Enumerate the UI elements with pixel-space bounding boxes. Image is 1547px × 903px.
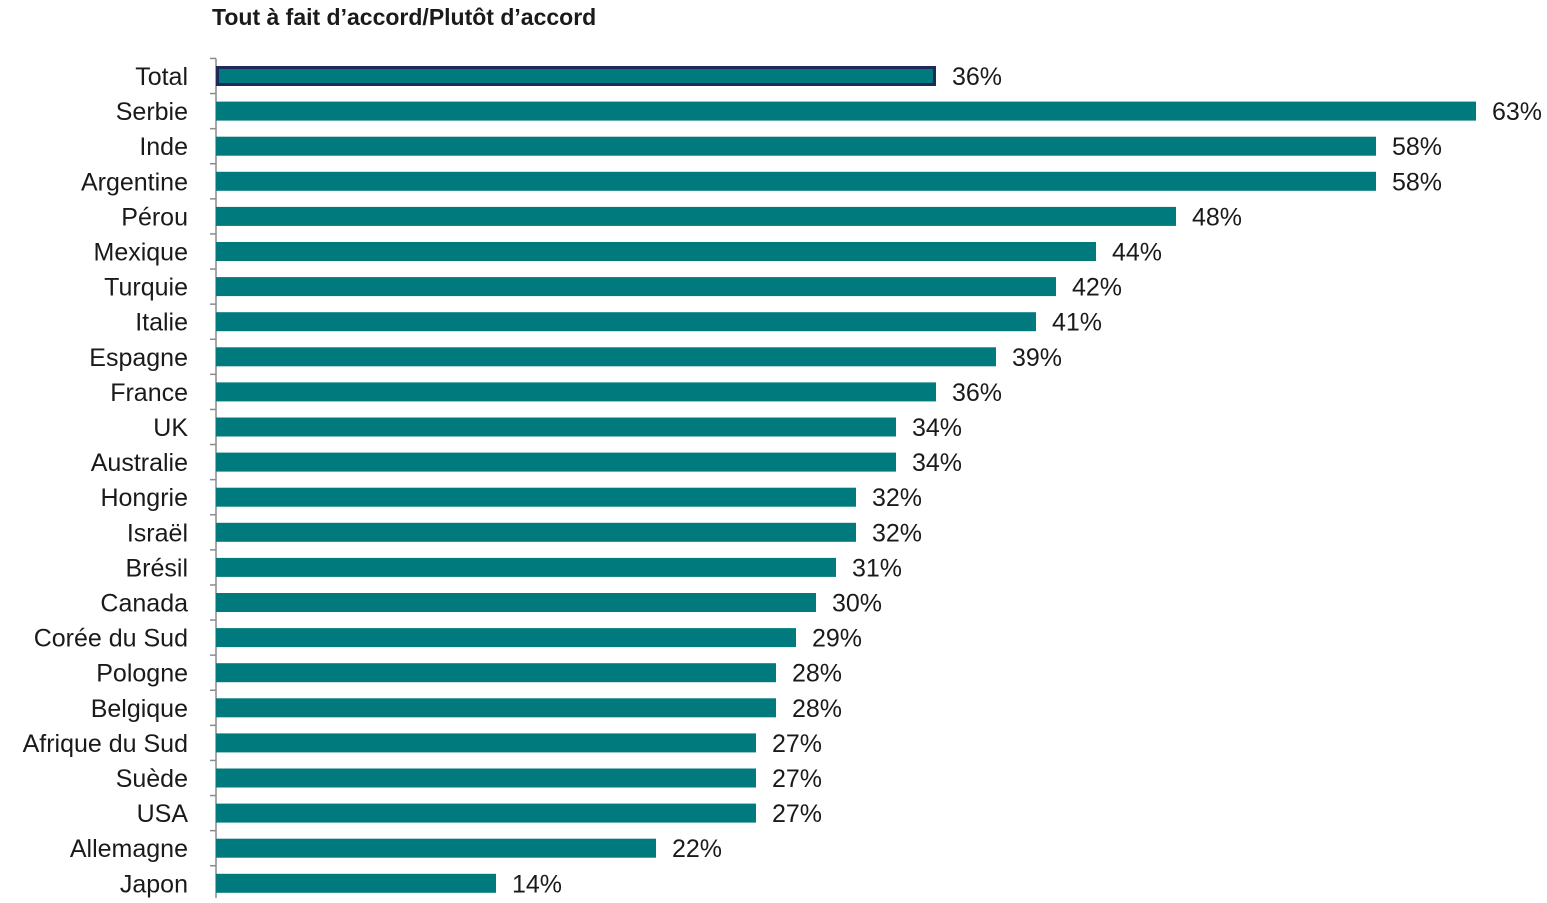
data-label: 27%	[772, 730, 822, 758]
category-label: Argentine	[81, 168, 188, 196]
category-label: Espagne	[89, 344, 188, 372]
category-label: Allemagne	[70, 835, 188, 863]
data-label: 48%	[1192, 203, 1242, 231]
bar-5	[216, 206, 1176, 226]
data-label: 36%	[952, 379, 1002, 407]
bar-6	[216, 242, 1096, 261]
data-label: 28%	[792, 660, 842, 688]
data-label: 58%	[1392, 133, 1442, 161]
data-label: 39%	[1012, 344, 1062, 372]
category-label: Japon	[120, 870, 188, 898]
data-label: 30%	[832, 590, 882, 618]
bar-19	[216, 698, 776, 718]
category-label: Australie	[91, 449, 188, 477]
bar-4	[216, 171, 1376, 191]
category-label: Italie	[135, 309, 188, 337]
category-label: Suède	[116, 765, 188, 793]
data-label: 27%	[772, 800, 822, 828]
data-label: 34%	[912, 449, 962, 477]
category-label: Turquie	[104, 274, 188, 302]
bar-3	[216, 136, 1376, 156]
data-label: 32%	[872, 519, 922, 547]
chart-title: Tout à fait d’accord/Plutôt d’accord	[212, 4, 597, 30]
bar-13	[216, 487, 856, 507]
data-label: 32%	[872, 484, 922, 512]
category-label: Corée du Sud	[34, 625, 188, 653]
category-label: Inde	[139, 133, 188, 161]
category-label: Total	[135, 63, 188, 91]
bar-10	[216, 382, 936, 402]
data-label: 58%	[1392, 168, 1442, 196]
data-label: 28%	[792, 695, 842, 723]
data-label: 44%	[1112, 239, 1162, 267]
data-label: 31%	[852, 554, 902, 582]
bar-7	[216, 277, 1056, 297]
data-label: 42%	[1072, 274, 1122, 302]
category-label: Hongrie	[100, 484, 188, 512]
category-label: Mexique	[94, 239, 189, 267]
bar-21	[216, 768, 756, 788]
bar-9	[216, 347, 996, 367]
bar-8	[216, 312, 1036, 332]
category-label: Pologne	[96, 660, 188, 688]
axis-layer	[210, 57, 217, 902]
bar-24	[216, 873, 496, 893]
category-label: UK	[153, 414, 188, 442]
category-label: Belgique	[91, 695, 188, 723]
data-label: 34%	[912, 414, 962, 442]
data-label: 29%	[812, 625, 862, 653]
bar-23	[216, 838, 656, 858]
category-label: Pérou	[121, 203, 188, 231]
bar-1	[216, 66, 936, 86]
bar-15	[216, 557, 836, 577]
category-labels-layer: Total Serbie Inde Argentine Pérou Mexique Turq…	[23, 63, 189, 898]
bar-14	[216, 522, 856, 542]
bar-11	[216, 417, 896, 437]
category-label: Brésil	[125, 554, 188, 582]
data-label: 63%	[1492, 98, 1542, 126]
category-label: Canada	[100, 590, 188, 618]
data-label: 14%	[512, 870, 562, 898]
data-label: 22%	[672, 835, 722, 863]
category-label: Serbie	[116, 98, 188, 126]
bar-16	[216, 593, 816, 612]
data-label: 41%	[1052, 309, 1102, 337]
category-label: USA	[137, 800, 189, 828]
bar-22	[216, 803, 756, 823]
data-label: 27%	[772, 765, 822, 793]
value-labels-layer: 36% 63% 58% 58% 48% 44% 42% 41% 39% 36% 34% 34% 32% 3…	[512, 63, 1542, 898]
data-label: 36%	[952, 63, 1002, 91]
bar-17	[216, 628, 796, 648]
bar-18	[216, 663, 776, 683]
bar-2	[216, 101, 1476, 121]
category-label: France	[110, 379, 188, 407]
bar-20	[216, 733, 756, 753]
category-label: Afrique du Sud	[23, 730, 188, 758]
bars-layer	[216, 66, 1476, 893]
category-label: Israël	[127, 519, 188, 547]
bar-12	[216, 452, 896, 472]
